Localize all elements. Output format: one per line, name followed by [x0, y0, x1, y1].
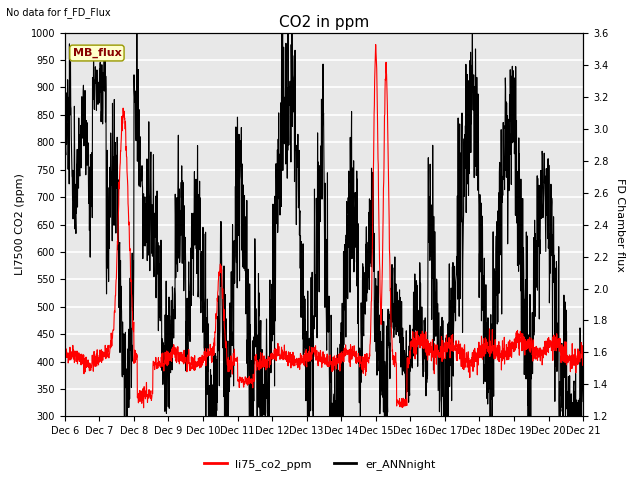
- Legend: li75_co2_ppm, er_ANNnight: li75_co2_ppm, er_ANNnight: [200, 455, 440, 474]
- Text: No data for f_FD_Flux: No data for f_FD_Flux: [6, 7, 111, 18]
- Title: CO2 in ppm: CO2 in ppm: [279, 15, 369, 30]
- Y-axis label: FD Chamber flux: FD Chamber flux: [615, 178, 625, 272]
- Text: MB_flux: MB_flux: [72, 48, 122, 58]
- Y-axis label: LI7500 CO2 (ppm): LI7500 CO2 (ppm): [15, 174, 25, 276]
